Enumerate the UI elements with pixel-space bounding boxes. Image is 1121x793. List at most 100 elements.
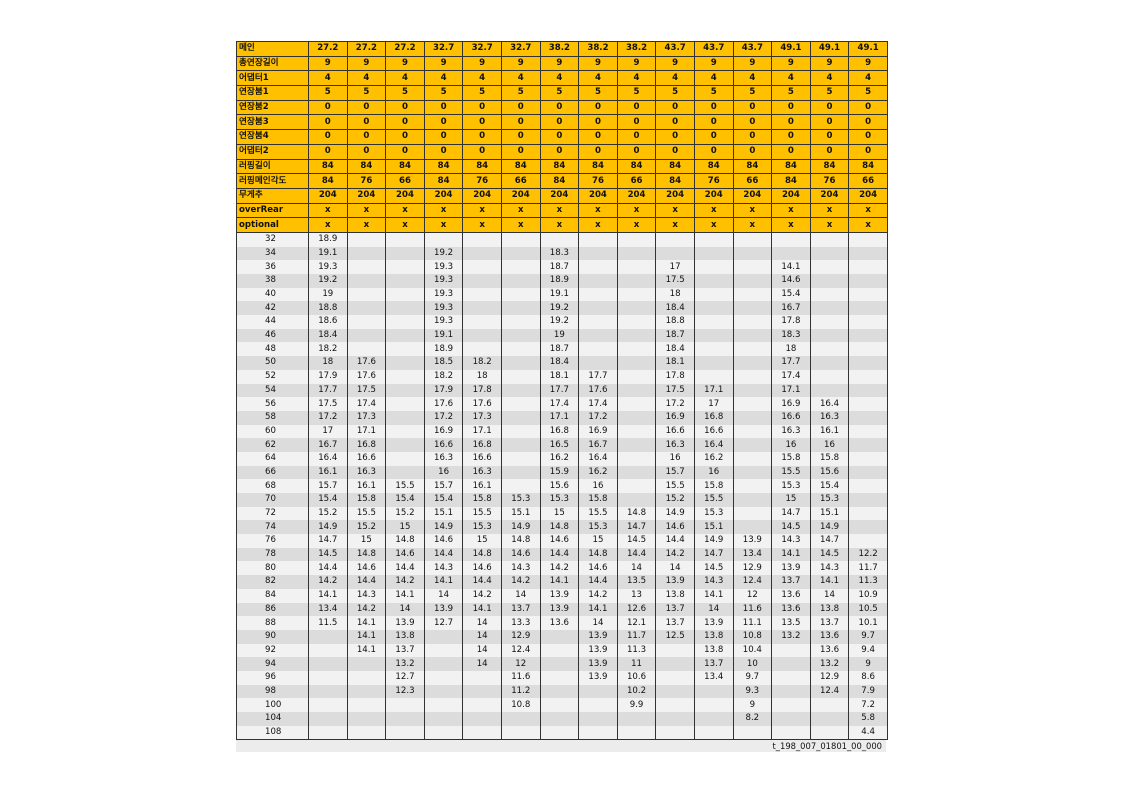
table-cell: 15.3	[539, 493, 580, 507]
config-header-rows: 메인 27.2 27.2 27.2 32.7 32.7 32.7 38.2 38.2 38.2 43…	[236, 41, 888, 233]
table-cell: 14.7	[308, 534, 348, 548]
table-cell: 17.5	[655, 274, 695, 288]
table-cell	[732, 342, 773, 357]
table-cell	[423, 670, 464, 685]
table-cell	[462, 260, 502, 274]
table-cell	[578, 328, 618, 343]
table-cell	[809, 315, 850, 329]
table-cell: 16.6	[693, 424, 734, 439]
table-cell	[809, 287, 850, 302]
table-cell	[771, 657, 811, 671]
table-cell: 0	[578, 114, 618, 131]
table-cell: 9	[771, 55, 811, 72]
table-cell: 18.2	[423, 369, 464, 384]
table-cell: 14.1	[578, 602, 618, 617]
table-cell: x	[346, 202, 387, 219]
table-cell: 14.6	[346, 561, 387, 576]
table-cell	[809, 274, 850, 288]
table-cell: 14.8	[462, 547, 502, 562]
table-cell: x	[500, 202, 541, 219]
table-cell	[385, 465, 425, 480]
table-cell: 15.8	[771, 451, 811, 466]
table-cell: 14	[500, 588, 541, 603]
config-row: 연장붐4 0 0 0 0 0 0 0 0 0 0 0 0 0 0 0	[236, 129, 888, 145]
table-cell: 16.3	[462, 465, 502, 480]
table-cell: 17.4	[346, 397, 387, 411]
config-row-label: 메인	[236, 41, 309, 57]
table-cell: 14.9	[693, 534, 734, 548]
table-row: 86 13.4 14.2 14 13.9 14.1 13.7 13.9 14.1 12.6 13.7…	[236, 602, 888, 617]
table-row-label: 54	[236, 383, 309, 398]
table-row: 66 16.1 16.3 16 16.3 15.9 16.2 15.7 16 15.5 15.6	[236, 465, 888, 480]
table-cell: 14.2	[385, 575, 425, 589]
table-cell: 18	[462, 369, 502, 384]
table-cell: 204	[809, 187, 850, 204]
table-cell: 15	[385, 520, 425, 535]
table-cell: 84	[732, 158, 773, 175]
config-row-label: 러핑길이	[236, 158, 309, 175]
table-cell	[500, 410, 541, 425]
table-cell	[462, 698, 502, 712]
table-cell: 0	[848, 143, 888, 160]
table-cell: 14.2	[346, 602, 387, 617]
table-cell	[655, 670, 695, 685]
table-cell: 66	[616, 173, 657, 189]
table-cell	[848, 383, 888, 398]
table-cell: 204	[655, 187, 695, 204]
table-cell: 0	[693, 143, 734, 160]
table-cell: 15.9	[539, 465, 580, 480]
table-cell: 14.6	[771, 274, 811, 288]
table-cell: 17.6	[462, 397, 502, 411]
table-cell	[848, 410, 888, 425]
table-cell: x	[578, 217, 618, 233]
table-cell	[616, 232, 657, 247]
table-cell: 204	[346, 187, 387, 204]
table-row-label: 38	[236, 274, 309, 288]
table-cell	[693, 246, 734, 261]
table-cell: 11.5	[308, 616, 348, 630]
table-row: 88 11.5 14.1 13.9 12.7 14 13.3 13.6 14 12.1 13.7 13…	[236, 616, 888, 630]
config-row: optional x x x x x x x x x x x x x x x	[236, 217, 888, 233]
table-cell	[732, 438, 773, 452]
table-cell: 14.1	[462, 602, 502, 617]
table-cell	[616, 397, 657, 411]
table-cell: 17.9	[423, 383, 464, 398]
table-cell: 0	[616, 99, 657, 116]
table-cell: 84	[346, 158, 387, 175]
table-cell: 13.7	[385, 643, 425, 658]
table-cell	[346, 301, 387, 316]
table-cell: x	[693, 217, 734, 233]
table-cell: 5	[385, 85, 425, 101]
table-cell	[500, 315, 541, 329]
table-cell: 14	[693, 602, 734, 617]
config-row: 무게추 204 204 204 204 204 204 204 204 204 204 204 204 2…	[236, 187, 888, 204]
table-cell	[346, 315, 387, 329]
table-cell: 5	[693, 85, 734, 101]
table-row: 38 19.2 19.3 18.9 17.5 14.6	[236, 274, 888, 288]
table-cell: 9.4	[848, 643, 888, 658]
table-cell: 17.1	[693, 383, 734, 398]
table-cell: 13.9	[771, 561, 811, 576]
table-cell	[809, 383, 850, 398]
table-cell	[578, 315, 618, 329]
table-row: 56 17.5 17.4 17.6 17.6 17.4 17.4 17.2 17 16.9 16.4	[236, 397, 888, 411]
table-cell: 9	[848, 657, 888, 671]
table-cell: 0	[809, 143, 850, 160]
table-cell	[616, 479, 657, 493]
table-row: 64 16.4 16.6 16.3 16.6 16.2 16.4 16 16.2 15.8 15.8	[236, 451, 888, 466]
table-cell: 17.1	[539, 410, 580, 425]
table-cell	[848, 274, 888, 288]
table-cell	[693, 315, 734, 329]
table-row-label: 104	[236, 712, 309, 726]
table-cell	[578, 712, 618, 726]
table-cell: 17.5	[308, 397, 348, 411]
table-cell	[616, 410, 657, 425]
table-cell: 16.8	[462, 438, 502, 452]
table-cell: 16.3	[771, 424, 811, 439]
table-cell: 14.1	[346, 629, 387, 644]
table-cell	[385, 287, 425, 302]
table-cell: 27.2	[346, 41, 387, 57]
table-cell: x	[346, 217, 387, 233]
table-cell: 17.4	[578, 397, 618, 411]
table-cell: 17.2	[423, 410, 464, 425]
